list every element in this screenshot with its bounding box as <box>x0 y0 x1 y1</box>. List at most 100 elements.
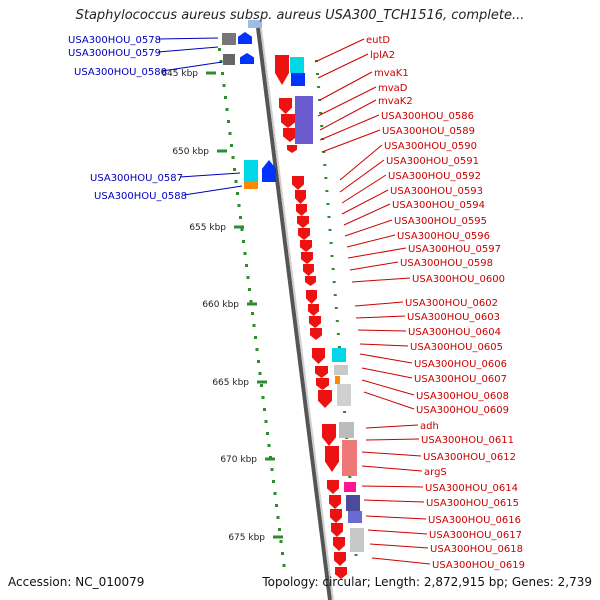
forward-gene-label: USA300HOU_0591 <box>386 156 479 167</box>
forward-gene-label: USA300HOU_0619 <box>432 560 525 571</box>
forward-gene-arrow <box>275 55 289 85</box>
genome-summary: Topology: circular; Length: 2,872,915 bp… <box>262 575 592 589</box>
position-dot <box>333 294 337 296</box>
position-dot <box>319 112 323 114</box>
position-dot <box>243 252 247 255</box>
position-dot <box>337 346 341 348</box>
forward-gene-label: USA300HOU_0592 <box>388 171 481 182</box>
position-dot <box>246 276 250 279</box>
callout-line <box>157 46 219 53</box>
position-dot <box>233 168 236 171</box>
position-dot <box>260 384 263 387</box>
forward-gene-arrow <box>310 328 322 340</box>
forward-gene-arrow <box>333 537 345 551</box>
position-dot <box>258 372 262 375</box>
position-dot <box>328 229 332 231</box>
callout-line <box>347 247 407 259</box>
position-dot <box>224 96 227 99</box>
forward-gene-label: mvaK1 <box>374 68 409 79</box>
reverse-gene-block <box>223 54 235 65</box>
position-dot <box>316 73 320 75</box>
kbp-ticks: 645 kbp 650 kbp 655 kbp 660 kbp 665 kbp 670 k… <box>161 69 283 543</box>
forward-gene-label: USA300HOU_0605 <box>410 342 503 353</box>
position-dot <box>240 228 244 231</box>
position-dot <box>332 281 336 283</box>
position-dot <box>335 320 339 322</box>
callout-line <box>319 114 380 141</box>
kbp-label: 655 kbp <box>189 223 226 233</box>
position-dot <box>239 216 242 219</box>
callout-line <box>321 129 381 153</box>
position-dot <box>282 564 286 567</box>
forward-gene-arrow <box>305 276 316 286</box>
forward-gene-arrow <box>331 523 343 537</box>
position-dot <box>320 125 324 127</box>
reverse-gene-arrow <box>262 160 276 182</box>
callout-line <box>344 219 393 237</box>
position-dot <box>248 288 251 291</box>
position-dot <box>326 203 330 205</box>
position-dot <box>237 204 241 207</box>
forward-gene-block <box>334 365 348 375</box>
callout-line <box>369 543 429 549</box>
callout-line <box>183 185 243 196</box>
forward-gene-label: argS <box>424 467 447 478</box>
kbp-label: 670 kbp <box>220 455 257 465</box>
forward-gene-label: USA300HOU_0596 <box>397 231 490 242</box>
forward-gene-arrow <box>283 128 297 142</box>
reverse-gene-block <box>244 160 258 182</box>
position-dot <box>225 108 229 111</box>
forward-gene-label: USA300HOU_0594 <box>392 200 485 211</box>
forward-gene-label: USA300HOU_0606 <box>414 359 507 370</box>
position-dot <box>227 120 230 123</box>
kbp-label: 660 kbp <box>202 300 239 310</box>
position-dot <box>228 132 232 135</box>
forward-gene-arrow <box>306 290 317 304</box>
gene-partial-top <box>248 20 262 28</box>
position-dot <box>249 300 253 303</box>
reverse-gene-block <box>244 182 258 189</box>
position-dot <box>281 552 284 555</box>
callout-line <box>365 515 427 520</box>
callout-line <box>341 189 389 215</box>
map-title: Staphylococcus aureus subsp. aureus USA3… <box>75 8 525 23</box>
position-dot <box>251 312 254 315</box>
callout-line <box>365 424 419 429</box>
position-dot <box>276 516 280 519</box>
position-dot <box>261 396 265 399</box>
callout-line <box>351 277 411 283</box>
kbp-label: 650 kbp <box>172 147 209 157</box>
position-dot <box>318 99 322 101</box>
forward-gene-block <box>337 384 351 406</box>
forward-gene-block <box>339 422 354 438</box>
forward-gene-label: USA300HOU_0611 <box>421 435 514 446</box>
position-dot <box>222 84 226 87</box>
callout-line <box>319 99 377 131</box>
callout-line <box>157 37 219 40</box>
forward-gene-arrow <box>327 480 339 494</box>
forward-gene-block <box>346 495 360 511</box>
forward-gene-label: USA300HOU_0618 <box>430 544 523 555</box>
forward-gene-arrow <box>301 252 313 264</box>
forward-gene-arrow <box>297 216 309 228</box>
forward-gene-arrow <box>335 567 347 579</box>
position-dot <box>324 177 328 179</box>
reverse-gene-block <box>222 33 236 45</box>
forward-gene-label: USA300HOU_0616 <box>428 515 521 526</box>
forward-gene-arrow <box>312 348 325 364</box>
forward-gene-block <box>295 96 313 144</box>
forward-gene-arrow <box>334 552 346 566</box>
callout-line <box>367 529 428 535</box>
forward-gene-label: lplA2 <box>370 50 395 61</box>
position-dot <box>279 540 283 543</box>
forward-gene-block <box>350 528 364 552</box>
forward-gene-label: USA300HOU_0602 <box>405 298 498 309</box>
position-dot <box>255 348 259 351</box>
forward-gene-arrow <box>287 145 297 153</box>
forward-gene-label: USA300HOU_0600 <box>412 274 505 285</box>
forward-gene-block <box>291 73 305 86</box>
forward-gene-label: USA300HOU_0590 <box>384 141 477 152</box>
forward-gene-block <box>342 440 357 476</box>
reverse-gene-label: USA300HOU_0579 <box>68 48 161 59</box>
position-dot <box>234 180 238 183</box>
